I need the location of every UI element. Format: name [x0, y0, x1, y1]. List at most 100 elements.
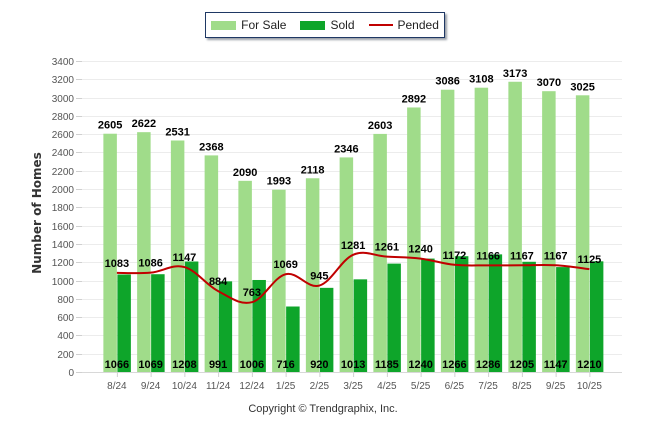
- label-for-sale: 3108: [469, 74, 493, 86]
- bar-for-sale: [440, 89, 455, 372]
- bar-sold: [319, 287, 334, 372]
- legend-label: Pended: [397, 18, 439, 32]
- label-for-sale: 2622: [132, 118, 156, 130]
- bar-for-sale: [305, 178, 320, 372]
- label-sold: 1069: [138, 359, 162, 371]
- bar-sold: [184, 261, 199, 372]
- label-for-sale: 2346: [334, 143, 358, 155]
- label-pended: 1083: [105, 258, 129, 270]
- bar-sold: [252, 279, 266, 372]
- label-sold: 1286: [476, 359, 500, 371]
- y-tick-label: 0: [68, 368, 74, 379]
- label-pended: 1281: [341, 240, 365, 252]
- for-sale-swatch-icon: [211, 20, 237, 30]
- label-sold: 1205: [510, 359, 534, 371]
- y-tick-label: 2000: [52, 185, 75, 196]
- y-axis-ticks: 0 200 400 600 800 1000 1200 1400 1600 1800 2000 220…: [52, 57, 82, 379]
- label-sold: 1013: [341, 359, 365, 371]
- bar-sold: [589, 261, 604, 372]
- x-tick-label: 8/24: [107, 381, 127, 392]
- label-sold: 920: [310, 359, 328, 371]
- bar-sold: [353, 279, 368, 372]
- label-for-sale: 3173: [503, 68, 527, 80]
- label-pended: 1086: [138, 258, 162, 270]
- label-pended: 1167: [510, 250, 534, 262]
- pended-line-icon: [368, 24, 393, 26]
- x-tick-label: 2/25: [310, 381, 330, 392]
- bar-for-sale: [373, 133, 387, 372]
- label-pended: 1125: [577, 254, 601, 266]
- x-tick-label: 9/25: [546, 381, 566, 392]
- bar-sold: [421, 258, 435, 372]
- y-tick-label: 1800: [52, 203, 75, 214]
- x-axis-ticks: 8/24 9/24 10/24 11/24 12/24 1/25 2/25 3/25 4/25 5…: [107, 372, 602, 392]
- legend-item-sold[interactable]: Sold: [300, 18, 355, 32]
- label-for-sale: 2368: [199, 141, 223, 153]
- y-tick-label: 2200: [52, 167, 75, 178]
- x-tick-label: 9/24: [141, 381, 161, 392]
- label-sold: 1066: [105, 359, 129, 371]
- bar-for-sale: [170, 140, 185, 372]
- x-tick-label: 5/25: [411, 381, 431, 392]
- bar-sold: [488, 254, 503, 372]
- y-tick-label: 1200: [52, 258, 75, 269]
- label-for-sale: 2603: [368, 120, 392, 132]
- bar-sold: [117, 274, 131, 372]
- bar-for-sale: [272, 189, 286, 372]
- bar-sold: [286, 306, 300, 372]
- label-pended: 1172: [442, 250, 466, 262]
- sold-swatch-icon: [300, 20, 326, 30]
- legend-item-pended[interactable]: Pended: [368, 18, 439, 32]
- label-pended: 945: [310, 271, 328, 283]
- bar-sold: [556, 267, 570, 372]
- label-pended: 1240: [408, 244, 432, 256]
- y-tick-label: 1400: [52, 240, 75, 251]
- y-axis-label: Number of Homes: [30, 152, 44, 274]
- y-tick-label: 800: [57, 295, 74, 306]
- label-for-sale: 2118: [301, 164, 325, 176]
- label-for-sale: 2090: [233, 167, 257, 179]
- legend-item-for-sale[interactable]: For Sale: [211, 18, 286, 32]
- x-tick-label: 7/25: [478, 381, 498, 392]
- label-for-sale: 3025: [570, 81, 594, 93]
- y-tick-label: 3400: [52, 57, 75, 68]
- y-tick-label: 2600: [52, 130, 75, 141]
- label-pended: 1069: [273, 259, 297, 271]
- label-sold: 1185: [375, 359, 399, 371]
- label-pended: 763: [243, 287, 261, 299]
- x-tick-label: 3/25: [343, 381, 363, 392]
- label-for-sale: 1993: [267, 176, 291, 188]
- bar-sold: [218, 281, 233, 372]
- label-for-sale: 2531: [165, 126, 189, 138]
- label-pended: 1261: [375, 242, 399, 254]
- y-tick-label: 200: [57, 350, 74, 361]
- label-pended: 1166: [476, 250, 500, 262]
- label-sold: 1147: [544, 359, 568, 371]
- bar-for-sale: [542, 91, 556, 372]
- pended-line: [116, 251, 590, 304]
- y-tick-label: 400: [57, 331, 74, 342]
- label-sold: 1006: [240, 359, 264, 371]
- legend-label: For Sale: [241, 18, 287, 32]
- label-for-sale: 2605: [98, 120, 122, 132]
- bar-sold: [454, 256, 469, 372]
- copyright-text: Copyright © Trendgraphix, Inc.: [248, 403, 398, 415]
- legend: For Sale Sold Pended: [205, 12, 445, 38]
- label-sold: 1240: [408, 359, 432, 371]
- label-sold: 716: [276, 359, 294, 371]
- x-tick-label: 4/25: [377, 381, 397, 392]
- x-tick-label: 6/25: [445, 381, 465, 392]
- label-sold: 1210: [577, 359, 601, 371]
- y-tick-label: 2400: [52, 148, 75, 159]
- label-sold: 1266: [442, 359, 466, 371]
- legend-label: Sold: [330, 18, 355, 32]
- y-tick-label: 1600: [52, 222, 75, 233]
- bar-for-sale: [474, 87, 489, 372]
- label-for-sale: 2892: [402, 93, 426, 105]
- label-for-sale: 3070: [537, 77, 561, 89]
- label-sold: 1208: [172, 359, 196, 371]
- bar-sold: [151, 274, 165, 372]
- x-tick-label: 10/24: [172, 381, 197, 392]
- x-tick-label: 8/25: [512, 381, 532, 392]
- label-pended: 1147: [172, 252, 196, 264]
